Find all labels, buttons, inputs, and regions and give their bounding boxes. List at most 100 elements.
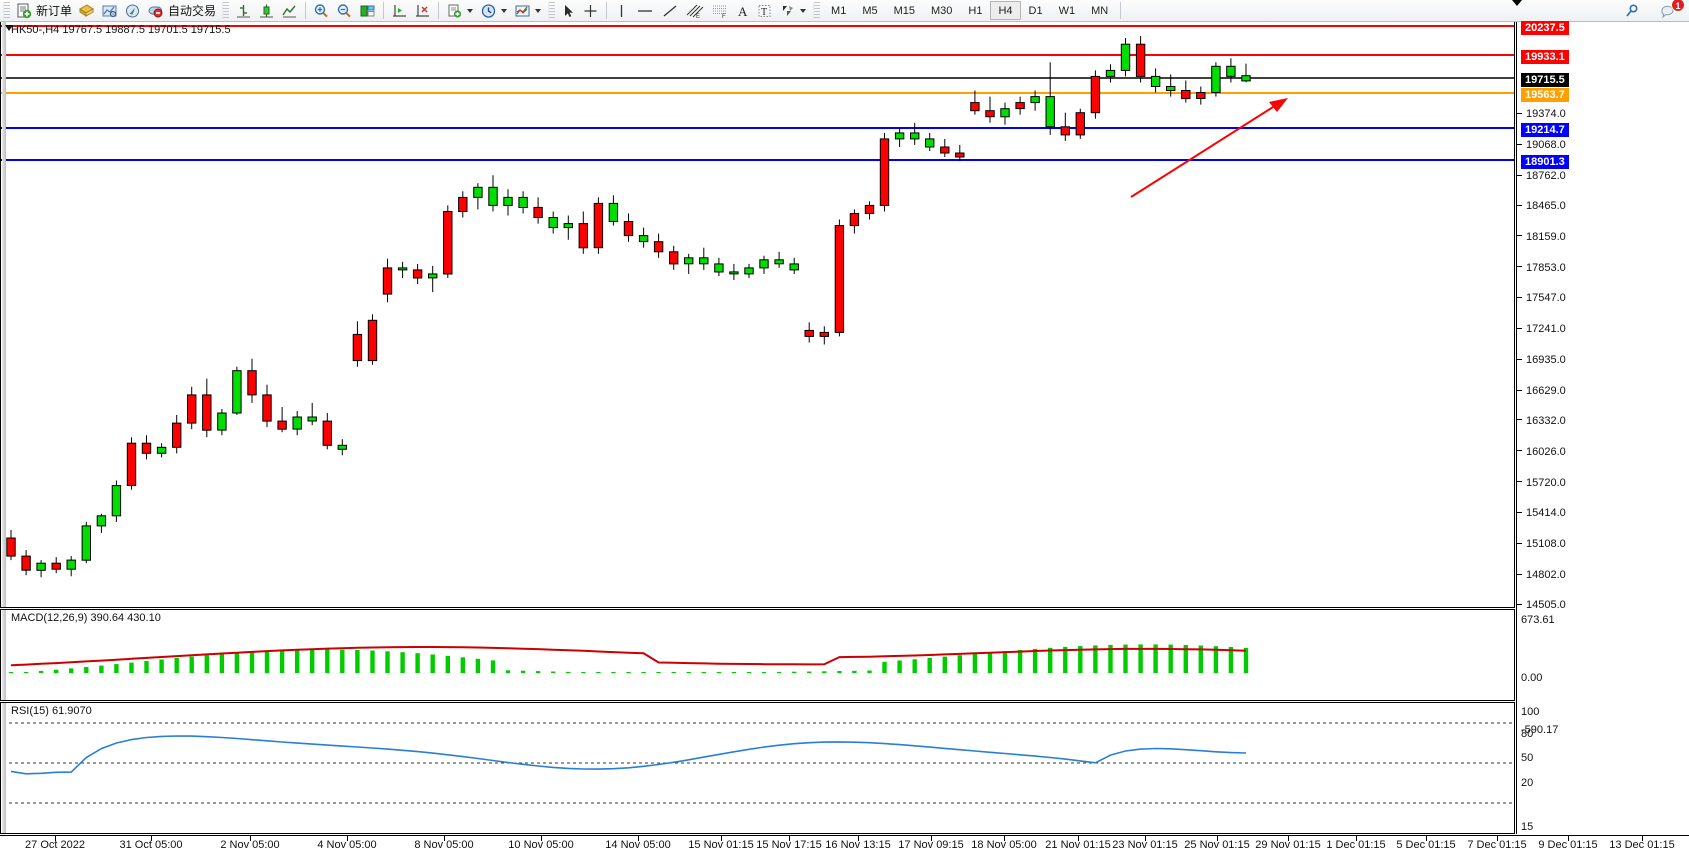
candlestick-chart-icon[interactable] (255, 1, 278, 21)
autotrading-label[interactable]: 自动交易 (168, 3, 217, 18)
navigator-icon[interactable] (121, 1, 144, 21)
bar-chart-icon[interactable] (232, 1, 255, 21)
price-chart-panel[interactable]: HK50-,H4 19767.5 19887.5 19701.5 19715.5 (0, 22, 1515, 608)
zoom-in-icon[interactable] (310, 1, 333, 21)
svg-text:T: T (761, 7, 767, 18)
tile-windows-icon[interactable] (356, 1, 379, 21)
collapse-chart-icon[interactable] (5, 25, 13, 31)
time-tick-mark (1568, 836, 1569, 841)
rsi-scale-bar (2, 703, 6, 833)
expert-advisor-icon[interactable] (75, 1, 98, 21)
time-axis[interactable]: 27 Oct 2022 31 Oct 05:00 2 Nov 05:00 4 Nov … (0, 835, 1689, 859)
timeframe-w1[interactable]: W1 (1058, 5, 1076, 17)
time-tick-label: 8 Nov 05:00 (414, 839, 474, 851)
search-icon[interactable] (1621, 1, 1643, 21)
templates-icon[interactable] (443, 1, 466, 21)
chart-top-marker (1512, 0, 1522, 6)
time-tick-mark (1356, 836, 1357, 841)
time-tick-mark (1426, 836, 1427, 841)
chart-title: HK50-,H4 19767.5 19887.5 19701.5 19715.5 (11, 24, 231, 36)
shapes-caret-icon[interactable] (800, 8, 807, 13)
equidistant-channel-icon[interactable]: E (682, 1, 707, 21)
price-tick: 16629.0 (1517, 385, 1566, 397)
toolbar-separator-2 (383, 2, 385, 19)
price-label-support-2: 18901.3 (1521, 155, 1569, 169)
period-icon[interactable] (477, 1, 500, 21)
time-tick-label: 25 Nov 01:15 (1184, 839, 1250, 851)
templates-caret-icon[interactable] (467, 8, 474, 13)
time-tick-mark (638, 836, 639, 841)
cursor-icon[interactable] (558, 1, 579, 21)
period-caret-icon[interactable] (501, 8, 508, 13)
toolbar-grip-2[interactable] (222, 1, 230, 20)
autotrading-icon[interactable] (144, 1, 167, 21)
toolbar-grip-4[interactable] (813, 1, 821, 20)
shift-chart-icon[interactable] (388, 1, 411, 21)
price-label-resistance-2: 19933.1 (1521, 50, 1569, 64)
shapes-icon[interactable] (776, 1, 799, 21)
toolbar-separator-4 (606, 2, 608, 19)
price-tick: 17241.0 (1517, 323, 1566, 335)
svg-text:E: E (696, 14, 700, 19)
rsi-panel[interactable]: RSI(15) 61.9070 (0, 702, 1515, 834)
svg-text:A: A (738, 4, 748, 19)
notifications-icon[interactable]: 1 (1657, 0, 1685, 21)
zoom-out-icon[interactable] (333, 1, 356, 21)
price-tick: 17853.0 (1517, 262, 1566, 274)
timeframe-m30[interactable]: M30 (931, 5, 953, 17)
indicators-icon[interactable] (511, 1, 534, 21)
toolbar-separator-3 (438, 2, 440, 19)
text-icon[interactable]: A (732, 1, 753, 21)
price-tick: 15720.0 (1517, 477, 1566, 489)
text-label-icon[interactable]: T (753, 1, 776, 21)
indicator-tick: 0.00 (1521, 672, 1543, 684)
new-order-label[interactable]: 新订单 (36, 3, 73, 18)
time-tick-mark (721, 836, 722, 841)
toolbar-grip[interactable] (3, 1, 10, 20)
time-tick-label: 23 Nov 01:15 (1112, 839, 1178, 851)
time-tick-mark (444, 836, 445, 841)
timeframe-h4[interactable]: H4 (990, 1, 1021, 20)
time-tick-label: 14 Nov 05:00 (605, 839, 671, 851)
toolbar-right-group: 1 (1621, 0, 1689, 21)
trendline-icon[interactable] (658, 1, 682, 21)
new-order-button[interactable] (13, 1, 35, 21)
indicator-tick: 80 (1521, 728, 1534, 740)
indicators-caret-icon[interactable] (535, 8, 542, 13)
horizontal-line-icon[interactable] (632, 1, 658, 21)
fibonacci-icon[interactable]: F (707, 1, 732, 21)
price-label-resistance-1: 20237.5 (1521, 21, 1569, 35)
macd-panel[interactable]: MACD(12,26,9) 390.64 430.10 (0, 609, 1515, 701)
indicator-tick: 100 (1521, 706, 1540, 718)
timeframe-m5[interactable]: M5 (862, 5, 878, 17)
macd-scale-bar (2, 610, 6, 700)
timeframe-d1[interactable]: D1 (1028, 5, 1043, 17)
time-tick-label: 16 Nov 13:15 (825, 839, 891, 851)
time-tick-mark (858, 836, 859, 841)
timeframe-mn[interactable]: MN (1091, 5, 1109, 17)
indicator-tick: -590.17 (1521, 724, 1559, 736)
time-tick-mark (1145, 836, 1146, 841)
timeframe-m15[interactable]: M15 (893, 5, 915, 17)
data-window-icon[interactable] (98, 1, 121, 21)
line-chart-icon[interactable] (278, 1, 301, 21)
svg-text:F: F (722, 14, 726, 19)
price-tick: 14505.0 (1517, 599, 1566, 611)
toolbar-separator-5 (1120, 2, 1122, 19)
timeframe-h1[interactable]: H1 (968, 5, 983, 17)
trend-arrow-annotation (1130, 98, 1288, 198)
vertical-line-icon[interactable] (611, 1, 632, 21)
price-tick: 16332.0 (1517, 415, 1566, 427)
indicator-tick: 673.61 (1521, 614, 1555, 626)
timeframe-m1[interactable]: M1 (831, 5, 847, 17)
indicator-tick: 20 (1521, 777, 1534, 789)
auto-scroll-icon[interactable] (411, 1, 434, 21)
time-tick-mark (1078, 836, 1079, 841)
price-axis[interactable]: 20237.5 19933.1 19715.5 19563.7 19214.7 … (1512, 0, 1689, 834)
indicator-tick: 15 (1521, 821, 1534, 833)
crosshair-icon[interactable] (579, 1, 602, 21)
toolbar-grip-3[interactable] (548, 1, 556, 20)
time-tick-mark (1288, 836, 1289, 841)
time-tick-mark (1217, 836, 1218, 841)
